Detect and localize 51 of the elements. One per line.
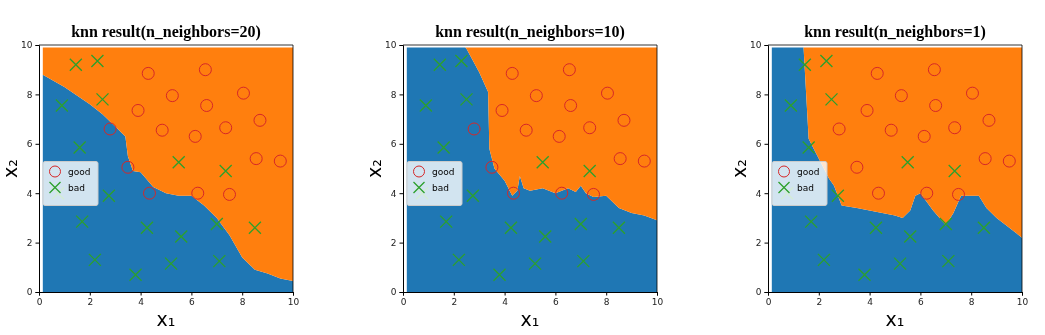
y-tick-label: 4: [26, 188, 33, 199]
y-tick-label: 2: [755, 237, 762, 248]
legend-label: good: [432, 167, 455, 177]
legend-label: bad: [68, 183, 85, 193]
y-tick-label: 0: [26, 287, 33, 298]
x-tick-label: 10: [651, 296, 664, 307]
chart-title: knn result(n_neighbors=1): [804, 23, 986, 41]
x-tick-label: 4: [867, 296, 874, 307]
y-tick-label: 0: [755, 287, 762, 298]
legend-label: good: [68, 167, 91, 177]
legend-label: good: [797, 167, 820, 177]
y-tick-label: 4: [755, 188, 762, 199]
x-tick-label: 6: [189, 296, 196, 307]
y-tick-label: 2: [26, 237, 33, 248]
x-tick-label: 8: [239, 296, 246, 307]
x-tick-label: 4: [502, 296, 509, 307]
x-axis-title: x₁: [520, 308, 540, 330]
y-tick-label: 10: [385, 40, 397, 51]
chart-title: knn result(n_neighbors=20): [71, 23, 261, 41]
x-tick-label: 8: [968, 296, 975, 307]
x-tick-label: 4: [138, 296, 145, 307]
y-tick-label: 6: [390, 139, 397, 150]
y-tick-label: 8: [26, 89, 33, 100]
x-tick-label: 10: [287, 296, 300, 307]
chart-title: knn result(n_neighbors=10): [435, 23, 625, 41]
y-tick-label: 8: [755, 89, 762, 100]
y-tick-label: 2: [390, 237, 397, 248]
x-tick-label: 6: [918, 296, 925, 307]
y-axis-title: x₂: [0, 159, 21, 178]
x-tick-label: 0: [400, 296, 407, 307]
x-tick-label: 0: [765, 296, 772, 307]
y-tick-label: 8: [390, 89, 397, 100]
x-tick-label: 10: [1016, 296, 1029, 307]
x-tick-label: 8: [603, 296, 610, 307]
y-tick-label: 10: [750, 40, 762, 51]
x-axis-title: x₁: [156, 308, 176, 330]
legend-label: bad: [797, 183, 814, 193]
y-tick-label: 10: [21, 40, 33, 51]
y-tick-label: 6: [755, 139, 762, 150]
y-axis-title: x₂: [728, 159, 750, 178]
x-tick-label: 2: [87, 296, 94, 307]
x-axis-title: x₁: [885, 308, 905, 330]
y-tick-label: 4: [390, 188, 397, 199]
x-tick-label: 2: [451, 296, 458, 307]
x-tick-label: 6: [553, 296, 560, 307]
y-axis-title: x₂: [363, 159, 385, 178]
x-tick-label: 0: [36, 296, 43, 307]
y-tick-label: 6: [26, 139, 33, 150]
x-tick-label: 2: [816, 296, 823, 307]
y-tick-label: 0: [390, 287, 397, 298]
legend-label: bad: [432, 183, 449, 193]
